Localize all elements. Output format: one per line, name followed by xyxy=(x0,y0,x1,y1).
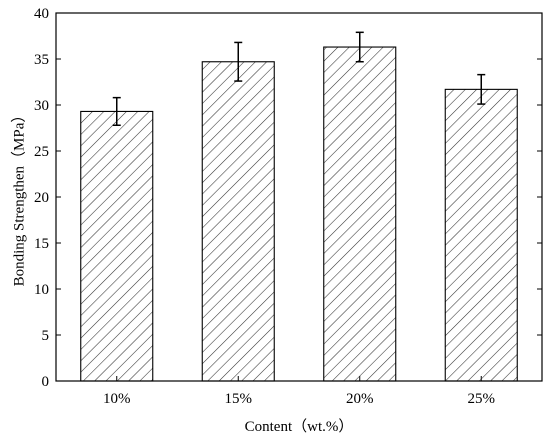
y-tick-label: 35 xyxy=(34,52,49,68)
bar xyxy=(444,88,518,382)
bars xyxy=(80,46,518,382)
y-tick-label: 20 xyxy=(34,190,49,206)
y-tick-label: 40 xyxy=(34,6,49,22)
x-tick-label: 25% xyxy=(468,391,496,407)
x-tick-label: 20% xyxy=(346,391,374,407)
bar xyxy=(201,61,275,382)
x-axis-title: Content（wt.%） xyxy=(245,418,354,435)
y-tick-label: 25 xyxy=(34,144,49,160)
x-axis: 10% 15% 20% 25% xyxy=(103,376,495,407)
x-tick-label: 15% xyxy=(225,391,253,407)
y-tick-label: 0 xyxy=(42,374,50,390)
y-tick-label: 30 xyxy=(34,98,49,114)
bar xyxy=(80,110,154,382)
y-tick-label: 10 xyxy=(34,282,49,298)
error-bars xyxy=(112,31,486,126)
plot-area: 0 5 10 15 20 25 30 35 40 10% 15% 20% 25% xyxy=(34,6,543,407)
y-tick-label: 15 xyxy=(34,236,49,252)
y-axis-title: Bonding Strengthen（MPa） xyxy=(10,108,27,287)
y-axis: 0 5 10 15 20 25 30 35 40 xyxy=(34,6,542,390)
bar xyxy=(323,46,397,382)
y-tick-label: 5 xyxy=(42,328,50,344)
x-tick-label: 10% xyxy=(103,391,131,407)
